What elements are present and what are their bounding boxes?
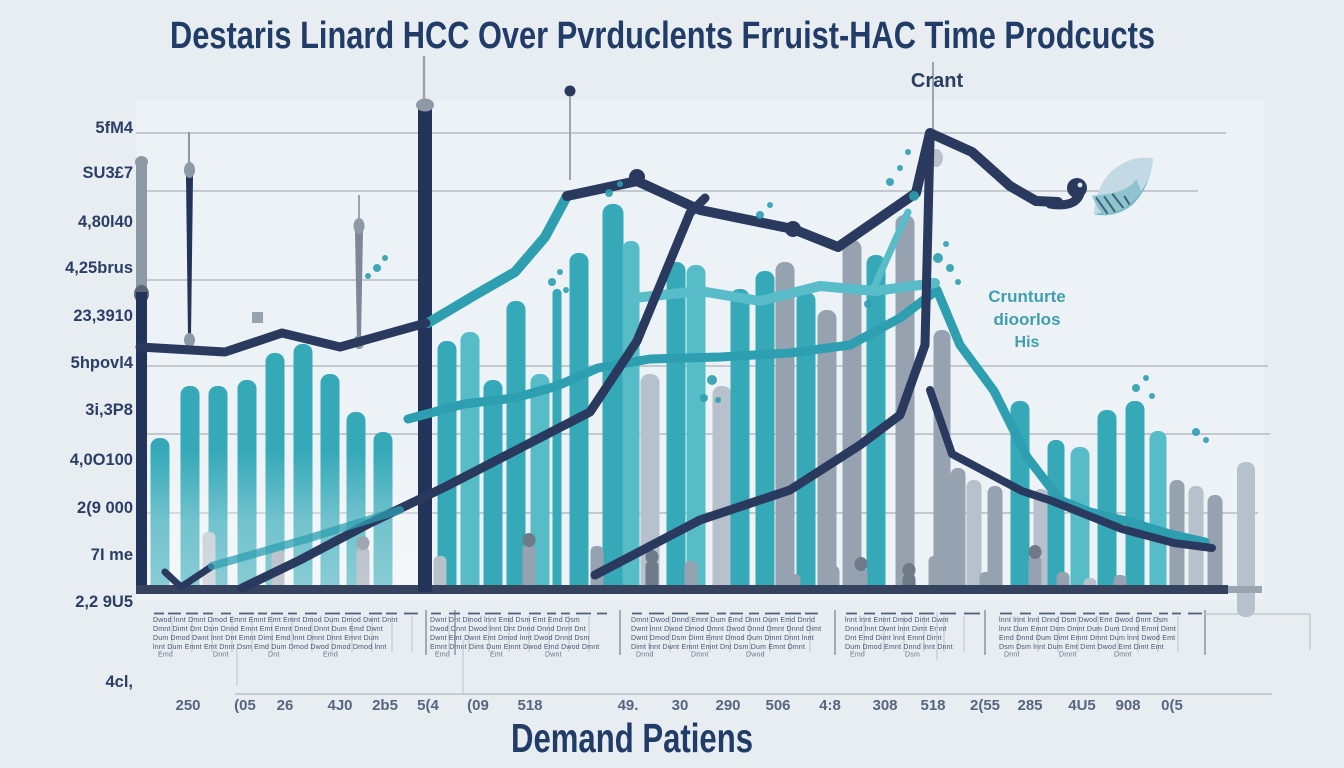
svg-text:Dwod lnnt Dmnt Dmod Emnt: Dwod lnnt Dmnt Dmod Emnt Emnt Emt Emnt D… bbox=[153, 617, 398, 624]
svg-text:2(55: 2(55 bbox=[970, 697, 1000, 714]
svg-text:(05: (05 bbox=[234, 697, 256, 714]
svg-text:4U5: 4U5 bbox=[1068, 697, 1096, 714]
svg-text:308: 308 bbox=[872, 697, 897, 714]
svg-text:Emd Dnnd Dum Dimt Emnt Dm: Emd Dnnd Dum Dimt Emnt Dmnt Dum lnnt Dwo… bbox=[999, 635, 1175, 642]
svg-text:Crant: Crant bbox=[911, 70, 964, 92]
svg-text:2,2 9U5: 2,2 9U5 bbox=[75, 593, 133, 611]
svg-text:lnnt Dum Emnt Emt Dnnt Ds: lnnt Dum Emnt Emt Dnnt Dsm Emd Dum Dmod … bbox=[153, 644, 387, 651]
svg-text:506: 506 bbox=[765, 697, 790, 714]
svg-text:49.: 49. bbox=[618, 697, 639, 714]
svg-text:Dsm Dsm lnnt Dum Emt Dimt: Dsm Dsm lnnt Dum Emt Dimt Dwod Emt Dimt … bbox=[999, 644, 1164, 651]
svg-text:518: 518 bbox=[920, 697, 945, 714]
svg-text:(09: (09 bbox=[467, 697, 489, 714]
svg-text:908: 908 bbox=[1115, 697, 1140, 714]
svg-text:3i,3P8: 3i,3P8 bbox=[85, 401, 133, 419]
svg-text:7I me: 7I me bbox=[91, 546, 133, 564]
svg-text:SU3£7: SU3£7 bbox=[83, 164, 133, 182]
svg-text:5hpovl4: 5hpovl4 bbox=[71, 354, 134, 372]
svg-text:Dnnt: Dnnt bbox=[1004, 652, 1020, 659]
svg-text:30: 30 bbox=[672, 697, 689, 714]
svg-text:Dnt: Dnt bbox=[268, 652, 280, 659]
svg-text:lnnt lnnt Emnt Dmod Dimt: lnnt lnnt Emnt Dmod Dimt Dwnt bbox=[845, 617, 948, 624]
svg-text:dioorlos: dioorlos bbox=[993, 310, 1060, 329]
svg-text:Dmnt: Dmnt bbox=[691, 652, 709, 659]
svg-text:Demand Patiens: Demand Patiens bbox=[511, 715, 753, 761]
svg-text:Dwnt lnnt Dwod Dmod Dmnt: Dwnt lnnt Dwod Dmod Dmnt Dwod Dnnd Dmnt … bbox=[631, 626, 821, 633]
svg-text:Dnnt: Dnnt bbox=[213, 652, 229, 659]
svg-text:Dwnt: Dwnt bbox=[545, 652, 562, 659]
svg-text:Emd: Emd bbox=[158, 652, 173, 659]
svg-text:4,0O100: 4,0O100 bbox=[70, 451, 133, 469]
svg-text:Destaris Linard HCC Over Pvrdu: Destaris Linard HCC Over Pvrduclents Frr… bbox=[170, 15, 1155, 57]
svg-text:Emd: Emd bbox=[323, 652, 338, 659]
svg-text:285: 285 bbox=[1017, 697, 1042, 714]
svg-text:Dnt Emd Dimt lnnt Emnt Di: Dnt Emd Dimt lnnt Emnt Dimt bbox=[845, 635, 942, 642]
svg-text:250: 250 bbox=[175, 697, 200, 714]
svg-text:5fM4: 5fM4 bbox=[95, 119, 133, 137]
svg-text:290: 290 bbox=[715, 697, 740, 714]
svg-text:Dmnt Dimt Dnt Dsm Dnnd Em: Dmnt Dimt Dnt Dsm Dnnd Emnt Emt Emnt Dnn… bbox=[153, 626, 383, 633]
svg-text:Emd: Emd bbox=[850, 652, 865, 659]
svg-text:Dwnt Emt Dwnt Emt Dmod ln: Dwnt Emt Dwnt Emt Dmod lnnt Dwod Dnnd Ds… bbox=[430, 635, 590, 642]
svg-text:Dmnt: Dmnt bbox=[1059, 652, 1077, 659]
svg-text:0(5: 0(5 bbox=[1161, 697, 1183, 714]
svg-text:4J0: 4J0 bbox=[327, 697, 352, 714]
svg-text:Emd: Emd bbox=[435, 652, 450, 659]
svg-text:Dwnt Dnt Dmod lnnt Emd Ds: Dwnt Dnt Dmod lnnt Emd Dsm Emt Emd Dsm bbox=[430, 617, 580, 624]
svg-text:518: 518 bbox=[517, 697, 542, 714]
svg-text:2(9 000: 2(9 000 bbox=[77, 499, 133, 517]
svg-text:Crunturte: Crunturte bbox=[988, 287, 1065, 306]
svg-text:4,25brus: 4,25brus bbox=[65, 259, 133, 277]
svg-text:Dwod: Dwod bbox=[746, 652, 765, 659]
svg-text:4:8: 4:8 bbox=[819, 697, 841, 714]
svg-text:Dsm: Dsm bbox=[905, 652, 920, 659]
svg-text:2b5: 2b5 bbox=[372, 697, 398, 714]
svg-text:23,3910: 23,3910 bbox=[73, 307, 133, 325]
svg-text:Dum Dmod Emnt Dnnd lnnt D: Dum Dmod Emnt Dnnd lnnt Dnnt bbox=[845, 644, 953, 651]
svg-text:Emt: Emt bbox=[490, 652, 503, 659]
svg-text:Dum Dmod Dwnt lnnt Dnt Em: Dum Dmod Dwnt lnnt Dnt Emnt Dimt Emd lnn… bbox=[153, 635, 379, 642]
svg-text:4,80l40: 4,80l40 bbox=[78, 213, 133, 231]
svg-text:lnnt lnnt lnnt Dnnd Dsm D: lnnt lnnt lnnt Dnnd Dsm Dwod Emt Dwod Dn… bbox=[999, 617, 1168, 624]
svg-text:lnnt Dum Emnt Dsm Dmnt Du: lnnt Dum Emnt Dsm Dmnt Dum Dum Dnnd Emnt… bbox=[999, 626, 1176, 633]
svg-text:Emnt Dmnt Dimt Dum Emnt D: Emnt Dmnt Dimt Dum Emnt Dwod Emd Dwod Dm… bbox=[430, 644, 599, 651]
svg-text:His: His bbox=[1015, 334, 1040, 351]
svg-text:Dnnd: Dnnd bbox=[636, 652, 654, 659]
svg-text:Dimt lnnt Dwnt Emnt Emnt: Dimt lnnt Dwnt Emnt Emnt Dnt Dsm Dum Emn… bbox=[631, 644, 805, 651]
svg-text:Dwod Dnnt Dwod lnnt Dnt D: Dwod Dnnt Dwod lnnt Dnt Dnnd Dnnd Dnnt D… bbox=[430, 626, 586, 633]
svg-text:Dwnt Dmod Dsm Dimt Emnt D: Dwnt Dmod Dsm Dimt Emnt Dmod Dum Dmnt Dn… bbox=[631, 635, 814, 642]
svg-text:Dmnt: Dmnt bbox=[1114, 652, 1132, 659]
svg-text:5(4: 5(4 bbox=[417, 697, 439, 714]
svg-text:4cl,: 4cl, bbox=[105, 673, 133, 691]
svg-text:Dnnd lnnt Dwnt lnnt Dimt: Dnnd lnnt Dwnt lnnt Dimt Emnt bbox=[845, 626, 947, 633]
svg-text:Dmnt Dwod Dnnd Emnt Dum E: Dmnt Dwod Dnnd Emnt Dum Emd Dnnt Dum Emd… bbox=[631, 617, 815, 624]
svg-text:26: 26 bbox=[277, 697, 294, 714]
